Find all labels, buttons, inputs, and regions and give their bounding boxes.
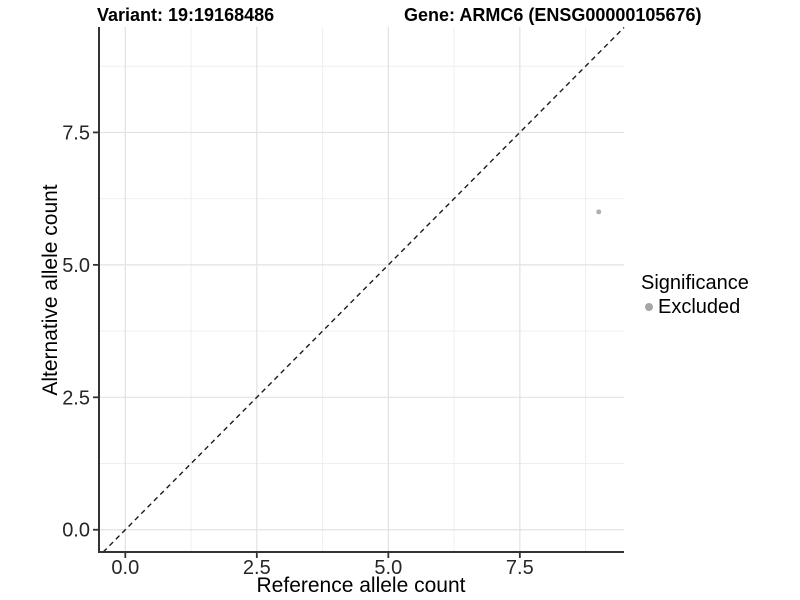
x-tick-label: 2.5 (243, 557, 271, 579)
legend-title: Significance (641, 272, 749, 294)
identity-reference-line (102, 27, 625, 553)
legend: Significance Excluded (641, 271, 749, 319)
y-axis-title: Alternative allele count (39, 184, 62, 396)
legend-key-dot-icon (645, 303, 653, 311)
y-tick-label: 2.5 (62, 387, 90, 409)
data-point (596, 209, 602, 215)
legend-entry: Excluded (641, 295, 749, 319)
x-tick-label: 7.5 (506, 557, 534, 579)
y-tick-label: 0.0 (62, 520, 90, 542)
variant-title: Variant: 19:19168486 (97, 5, 275, 25)
y-tick-label: 7.5 (62, 122, 90, 144)
gene-title: Gene: ARMC6 (ENSG00000105676) (404, 5, 702, 25)
x-tick-label: 5.0 (374, 557, 402, 579)
x-tick-label: 0.0 (111, 557, 139, 579)
y-tick-label: 5.0 (62, 255, 90, 277)
legend-entry-label: Excluded (658, 296, 741, 318)
x-axis-title: Reference allele count (256, 574, 466, 597)
